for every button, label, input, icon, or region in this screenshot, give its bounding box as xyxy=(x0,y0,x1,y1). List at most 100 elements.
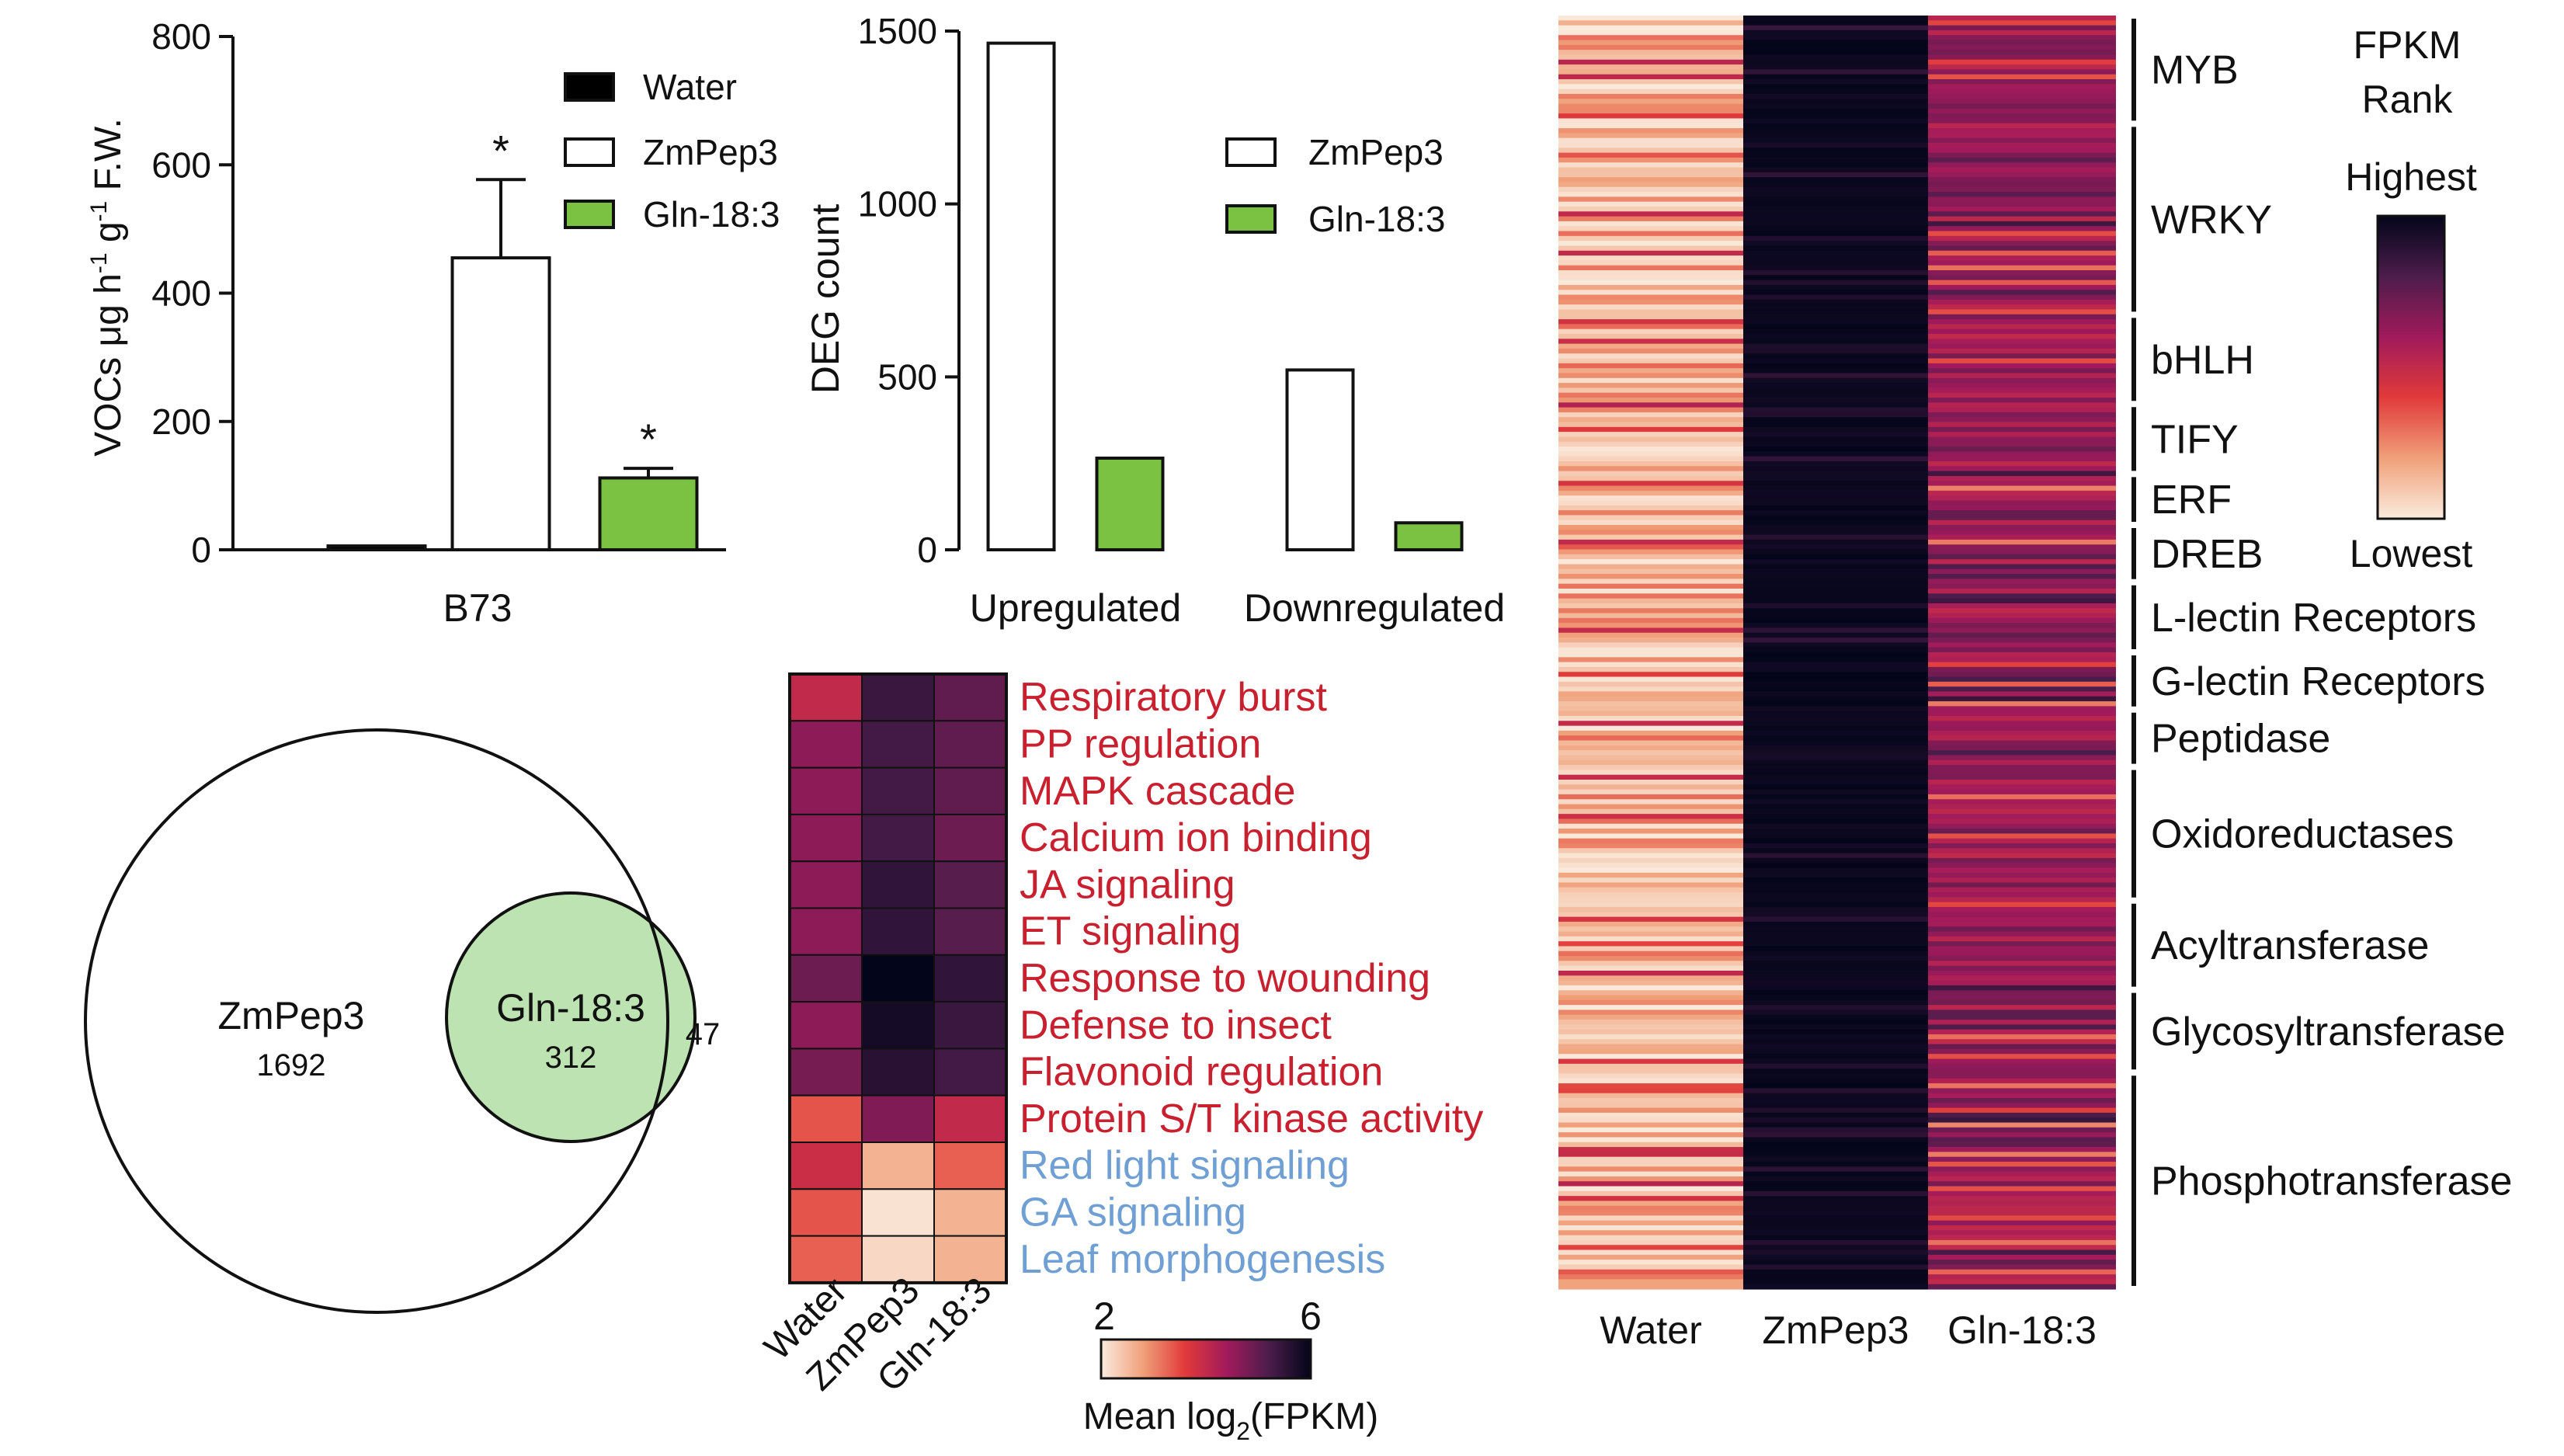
rank-heatmap-row-stripe xyxy=(1928,50,2116,56)
rank-heatmap-row-stripe xyxy=(1743,387,1928,394)
rank-heatmap-row-stripe xyxy=(1928,1069,2116,1075)
rank-heatmap-row-stripe xyxy=(1928,275,2116,281)
voc-bar-water xyxy=(326,544,427,551)
rank-heatmap-row-stripe xyxy=(1743,1156,1928,1162)
rank-heatmap-row-stripe xyxy=(1743,608,1928,614)
rank-heatmap-row-stripe xyxy=(1928,912,2116,918)
rank-heatmap-row-stripe xyxy=(1558,745,1743,751)
rank-heatmap-row-stripe xyxy=(1928,559,2116,565)
rank-heatmap-row-stripe xyxy=(1743,172,1928,178)
rank-heatmap-row-stripe xyxy=(1928,1005,2116,1011)
rank-heatmap-row-stripe xyxy=(1558,632,1743,638)
rank-heatmap-row-stripe xyxy=(1743,510,1928,516)
rank-heatmap-row-stripe xyxy=(1558,613,1743,619)
rank-heatmap-row-stripe xyxy=(1558,1127,1743,1133)
rank-heatmap-row-stripe xyxy=(1928,44,2116,50)
rank-heatmap-row-stripe xyxy=(1743,1186,1928,1192)
rank-heatmap-row-stripe xyxy=(1928,647,2116,653)
rank-heatmap-row-stripe xyxy=(1928,1020,2116,1025)
rank-heatmap-row-stripe xyxy=(1743,1274,1928,1280)
rank-heatmap-row-stripe xyxy=(1743,1127,1928,1133)
rank-heatmap-row-stripe xyxy=(1743,1235,1928,1241)
rank-heatmap-row-stripe xyxy=(1928,1088,2116,1094)
rank-heatmap-row-stripe xyxy=(1928,99,2116,105)
rank-heatmap-row-stripe xyxy=(1928,334,2116,339)
rank-heatmap-row-stripe xyxy=(1928,941,2116,947)
rank-heatmap-row-stripe xyxy=(1743,99,1928,105)
voc-legend-label-zmpep3: ZmPep3 xyxy=(643,132,778,172)
rank-heatmap-row-stripe xyxy=(1928,304,2116,311)
rank-heatmap-row-stripe xyxy=(1928,882,2116,888)
rank-heatmap-row-stripe xyxy=(1558,324,1743,330)
rank-heatmap-row-stripe xyxy=(1743,721,1928,727)
rank-heatmap-row-stripe xyxy=(1743,833,1928,839)
rank-heatmap-row-stripe xyxy=(1928,383,2116,388)
rank-heatmap-row-stripe xyxy=(1928,863,2116,869)
rank-heatmap-row-stripe xyxy=(1928,172,2116,178)
rank-heatmap-row-stripe xyxy=(1928,1190,2116,1197)
rank-heatmap-row-stripe xyxy=(1928,814,2116,820)
rank-heatmap-row-stripe xyxy=(1928,603,2116,609)
rank-heatmap-row-stripe xyxy=(1928,1147,2116,1152)
rank-heatmap-row-stripe xyxy=(1928,196,2116,203)
rank-heatmap-row-stripe xyxy=(1558,451,1743,457)
rank-heatmap-row-stripe xyxy=(1558,108,1743,114)
rank-heatmap-row-stripe xyxy=(1558,1235,1743,1241)
rank-heatmap-row-stripe xyxy=(1558,823,1743,829)
rank-heatmap-row-stripe xyxy=(1558,946,1743,952)
rank-heatmap-row-stripe xyxy=(1928,921,2116,927)
rank-heatmap-row-stripe xyxy=(1928,250,2116,256)
rank-heatmap-row-stripe xyxy=(1743,1020,1928,1025)
voc-legend-swatch-water xyxy=(564,72,615,102)
rank-heatmap-row-stripe xyxy=(1743,201,1928,207)
rank-heatmap-row-stripe xyxy=(1928,137,2116,144)
rank-heatmap-row-stripe xyxy=(1558,1107,1743,1114)
rank-heatmap-row-stripe xyxy=(1558,1186,1743,1192)
rank-heatmap-row-stripe xyxy=(1558,804,1743,810)
rank-heatmap-row-stripe xyxy=(1558,30,1743,36)
rank-heatmap-row-stripe xyxy=(1928,857,2116,864)
rank-heatmap-row-stripe xyxy=(1743,241,1928,247)
rank-heatmap-row-stripe xyxy=(1743,422,1928,428)
rank-heatmap-row-stripe xyxy=(1743,339,1928,345)
rank-heatmap-row-stripe xyxy=(1743,990,1928,996)
rank-heatmap-row-stripe xyxy=(1743,133,1928,139)
rank-heatmap-row-stripe xyxy=(1558,59,1743,65)
rank-heatmap-row-stripe xyxy=(1928,485,2116,492)
rank-heatmap-row-stripe xyxy=(1928,946,2116,952)
rank-heatmap-row-stripe xyxy=(1558,1142,1743,1148)
rank-heatmap-row-stripe xyxy=(1743,93,1928,99)
rank-heatmap-row-stripe xyxy=(1743,1112,1928,1118)
rank-heatmap-row-stripe xyxy=(1928,995,2116,1001)
go-heatmap-cell-defense-to-insect-water xyxy=(789,1001,863,1050)
rank-heatmap-row-stripe xyxy=(1743,975,1928,982)
go-heatmap-cell-red-light-signaling-gln-18-3 xyxy=(933,1142,1007,1190)
rank-heatmap-row-stripe xyxy=(1558,1009,1743,1016)
rank-heatmap-row-stripe xyxy=(1558,730,1743,736)
rank-heatmap-row-stripe xyxy=(1743,912,1928,918)
rank-heatmap-row-stripe xyxy=(1558,25,1743,31)
go-heatmap-cell-flavonoid-regulation-gln-18-3 xyxy=(933,1048,1007,1096)
rank-heatmap-row-stripe xyxy=(1558,676,1743,683)
rank-heatmap-row-stripe xyxy=(1743,89,1928,95)
rank-heatmap-row-stripe xyxy=(1928,980,2116,986)
rank-heatmap-row-stripe xyxy=(1743,1073,1928,1079)
rank-heatmap-row-stripe xyxy=(1928,402,2116,408)
rank-heatmap-row-stripe xyxy=(1743,1044,1928,1050)
rank-heatmap-row-stripe xyxy=(1928,1127,2116,1133)
deg-legend-swatch-zmpep3 xyxy=(1225,137,1277,167)
rank-heatmap-column-gln-18-3 xyxy=(1928,16,2116,1290)
rank-heatmap-row-stripe xyxy=(1928,759,2116,766)
rank-heatmap-row-stripe xyxy=(1743,902,1928,908)
rank-heatmap-row-stripe xyxy=(1558,907,1743,912)
rank-heatmap-row-stripe xyxy=(1743,284,1928,290)
rank-heatmap-row-stripe xyxy=(1928,838,2116,844)
rank-heatmap-row-stripe xyxy=(1558,956,1743,961)
rank-heatmap-row-stripe xyxy=(1928,579,2116,585)
rank-heatmap-row-stripe xyxy=(1558,916,1743,923)
rank-heatmap-row-stripe xyxy=(1928,936,2116,942)
rank-heatmap-row-stripe xyxy=(1928,30,2116,36)
rank-heatmap-row-stripe xyxy=(1743,554,1928,560)
rank-group-label-peptidase: Peptidase xyxy=(2151,717,2330,762)
rank-heatmap-row-stripe xyxy=(1558,583,1743,589)
